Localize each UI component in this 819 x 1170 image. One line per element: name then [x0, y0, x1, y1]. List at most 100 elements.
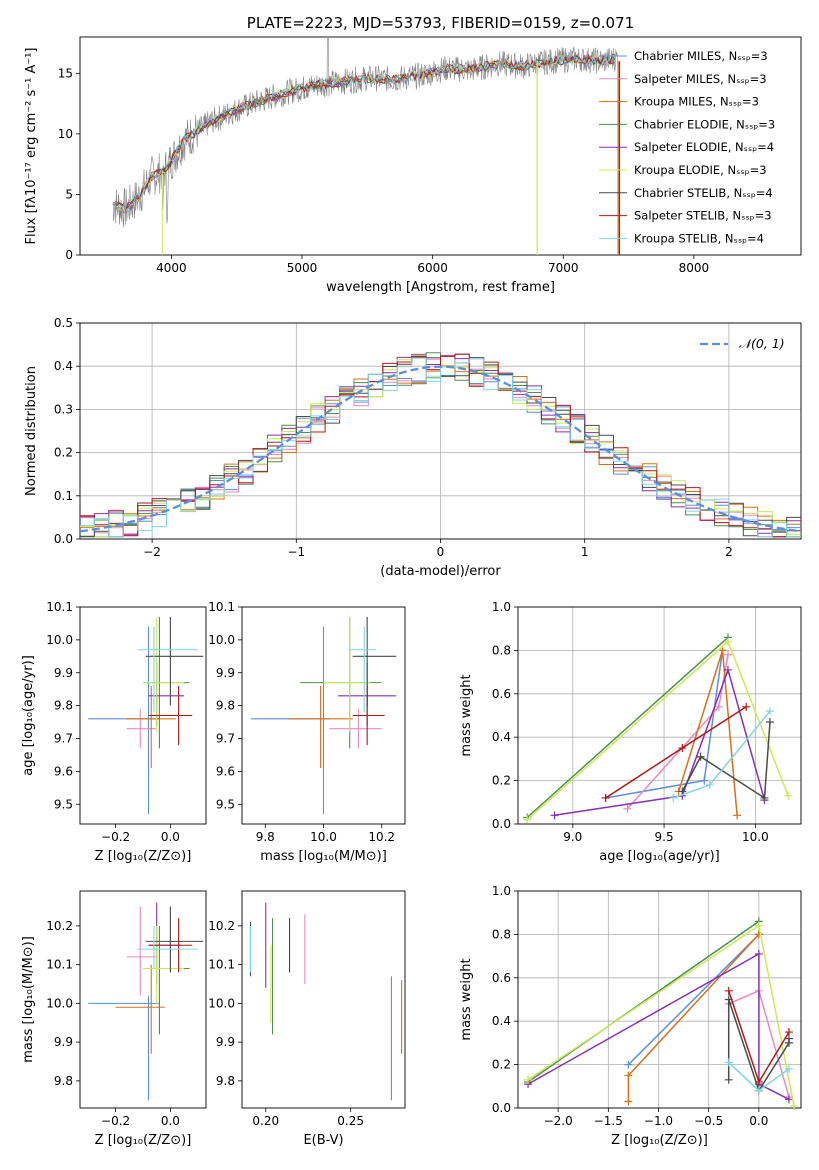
- massweight-vs-age-panel: 9.0 9.5 10.0 0.0 0.2 0.4 0.6 0.8 1.0 age [log₁₀(a…: [459, 600, 802, 864]
- weight-marker: [714, 702, 723, 711]
- y-tick-label: 9.9: [216, 1035, 235, 1049]
- x-tick-label: 0.0: [749, 1114, 768, 1128]
- weight-marker: [524, 1075, 533, 1084]
- legend-label: Chabrier MILES, Nₛₛₚ=3: [634, 49, 768, 63]
- y-axis-label: Flux [fλ10⁻¹⁷ erg cm⁻² s⁻¹ A⁻¹]: [24, 48, 39, 245]
- weight-marker: [760, 793, 769, 802]
- y-tick-label: 9.6: [216, 764, 235, 778]
- weight-marker: [623, 804, 632, 813]
- legend-label: Kroupa MILES, Nₛₛₚ=3: [634, 95, 759, 109]
- weight-marker: [724, 986, 733, 995]
- y-tick-label: 9.9: [54, 666, 73, 680]
- x-tick-label: 9.8: [256, 830, 275, 844]
- legend-label: Chabrier STELIB, Nₛₛₚ=4: [634, 186, 773, 200]
- y-tick-label: 9.9: [216, 666, 235, 680]
- x-tick-label: 4000: [156, 261, 187, 275]
- y-tick-label: 0.5: [54, 316, 73, 330]
- y-tick-label: 9.8: [54, 1074, 73, 1088]
- weight-line-7: [681, 721, 771, 800]
- weight-line-1: [627, 933, 760, 1066]
- histogram-series-8: [80, 353, 801, 538]
- x-axis-label: E(B-V): [303, 1133, 343, 1148]
- y-tick-label: 15: [58, 66, 73, 80]
- x-tick-label: −1.0: [644, 1114, 673, 1128]
- plot-frame: [517, 606, 802, 825]
- weight-marker: [754, 921, 763, 930]
- x-tick-label: 0.20: [252, 1114, 279, 1128]
- y-tick-label: 0.4: [492, 1014, 511, 1028]
- x-tick-label: −1.5: [594, 1114, 623, 1128]
- y-tick-label: 0.0: [492, 817, 511, 831]
- y-axis-label: mass weight: [459, 674, 474, 756]
- legend-label: Salpeter MILES, Nₛₛₚ=3: [634, 72, 767, 86]
- weight-marker: [754, 930, 763, 939]
- y-tick-label: 9.5: [216, 797, 235, 811]
- y-tick-label: 0.0: [492, 1101, 511, 1115]
- weight-marker: [724, 1075, 733, 1084]
- y-tick-label: 0.8: [492, 643, 511, 657]
- x-tick-label: 10.2: [368, 830, 395, 844]
- weight-marker: [724, 1058, 733, 1067]
- histogram-series-9: [80, 357, 801, 538]
- y-tick-label: 1.0: [492, 884, 511, 898]
- y-tick-label: 9.9: [54, 1035, 73, 1049]
- weight-line-4: [526, 636, 729, 819]
- x-tick-label: 0.25: [337, 1114, 364, 1128]
- y-axis-label: Normed distribution: [24, 366, 39, 496]
- plot-frame: [79, 606, 207, 825]
- y-tick-label: 0.6: [492, 687, 511, 701]
- weight-marker: [784, 1095, 793, 1104]
- y-tick-label: 10.0: [46, 996, 73, 1010]
- weight-marker: [601, 793, 610, 802]
- chart-title: PLATE=2223, MJD=53793, FIBERID=0159, z=0…: [247, 14, 634, 32]
- y-tick-label: 9.8: [216, 699, 235, 713]
- x-tick-label: −2: [143, 545, 161, 559]
- model-spectrum-9: [113, 54, 615, 213]
- y-tick-label: 9.5: [54, 797, 73, 811]
- x-axis-label: Z [log₁₀(Z/Z⊙)]: [611, 1133, 708, 1148]
- y-axis-label: age [log₁₀(age/yr)]: [21, 655, 36, 776]
- x-axis-label: wavelength [Angstrom, rest frame]: [326, 280, 555, 295]
- spectrum-panel: 4000 5000 6000 7000 8000 0 5 10 15 wavelength [An…: [24, 14, 802, 295]
- y-tick-label: 0.2: [492, 774, 511, 788]
- y-tick-label: 0.4: [492, 730, 511, 744]
- observed-spectrum: [112, 36, 619, 228]
- weight-marker: [754, 1077, 763, 1086]
- y-tick-label: 10.1: [208, 958, 235, 972]
- weight-line-4: [527, 920, 760, 1083]
- y-tick-label: 10.1: [46, 958, 73, 972]
- x-tick-label: −2.0: [544, 1114, 573, 1128]
- y-tick-label: 0.8: [492, 927, 511, 941]
- weight-marker: [784, 791, 793, 800]
- x-axis-label: (data-model)/error: [380, 564, 501, 579]
- weight-marker: [754, 1086, 763, 1095]
- y-tick-label: 10.0: [46, 633, 73, 647]
- y-tick-label: 10.2: [46, 919, 73, 933]
- x-tick-label: 10.0: [742, 830, 769, 844]
- weight-marker: [624, 1097, 633, 1106]
- weight-marker: [700, 776, 709, 785]
- y-tick-label: 0.4: [54, 359, 73, 373]
- y-tick-label: 5: [65, 187, 73, 201]
- y-tick-label: 0.2: [54, 446, 73, 460]
- weight-marker: [523, 815, 532, 824]
- x-tick-label: 0.0: [161, 1114, 180, 1128]
- weight-marker: [765, 707, 774, 716]
- legend-label: Kroupa STELIB, Nₛₛₚ=4: [634, 231, 764, 245]
- weight-marker: [723, 650, 732, 659]
- x-tick-label: −0.5: [694, 1114, 723, 1128]
- legend-label: Chabrier ELODIE, Nₛₛₚ=3: [634, 117, 775, 131]
- y-tick-label: 1.0: [492, 600, 511, 614]
- x-tick-label: 0: [437, 545, 445, 559]
- weight-marker: [784, 1028, 793, 1037]
- weight-marker: [696, 752, 705, 761]
- weight-marker: [718, 646, 727, 655]
- y-axis-label: mass [log₁₀(M/M⊙)]: [21, 936, 36, 1063]
- y-tick-label: 10.2: [208, 919, 235, 933]
- weight-marker: [669, 793, 678, 802]
- y-tick-label: 10.0: [208, 996, 235, 1010]
- plot-frame: [79, 36, 802, 256]
- legend-label: Kroupa ELODIE, Nₛₛₚ=3: [634, 163, 767, 177]
- weight-line-5: [554, 667, 766, 817]
- y-tick-label: 10.1: [46, 600, 73, 614]
